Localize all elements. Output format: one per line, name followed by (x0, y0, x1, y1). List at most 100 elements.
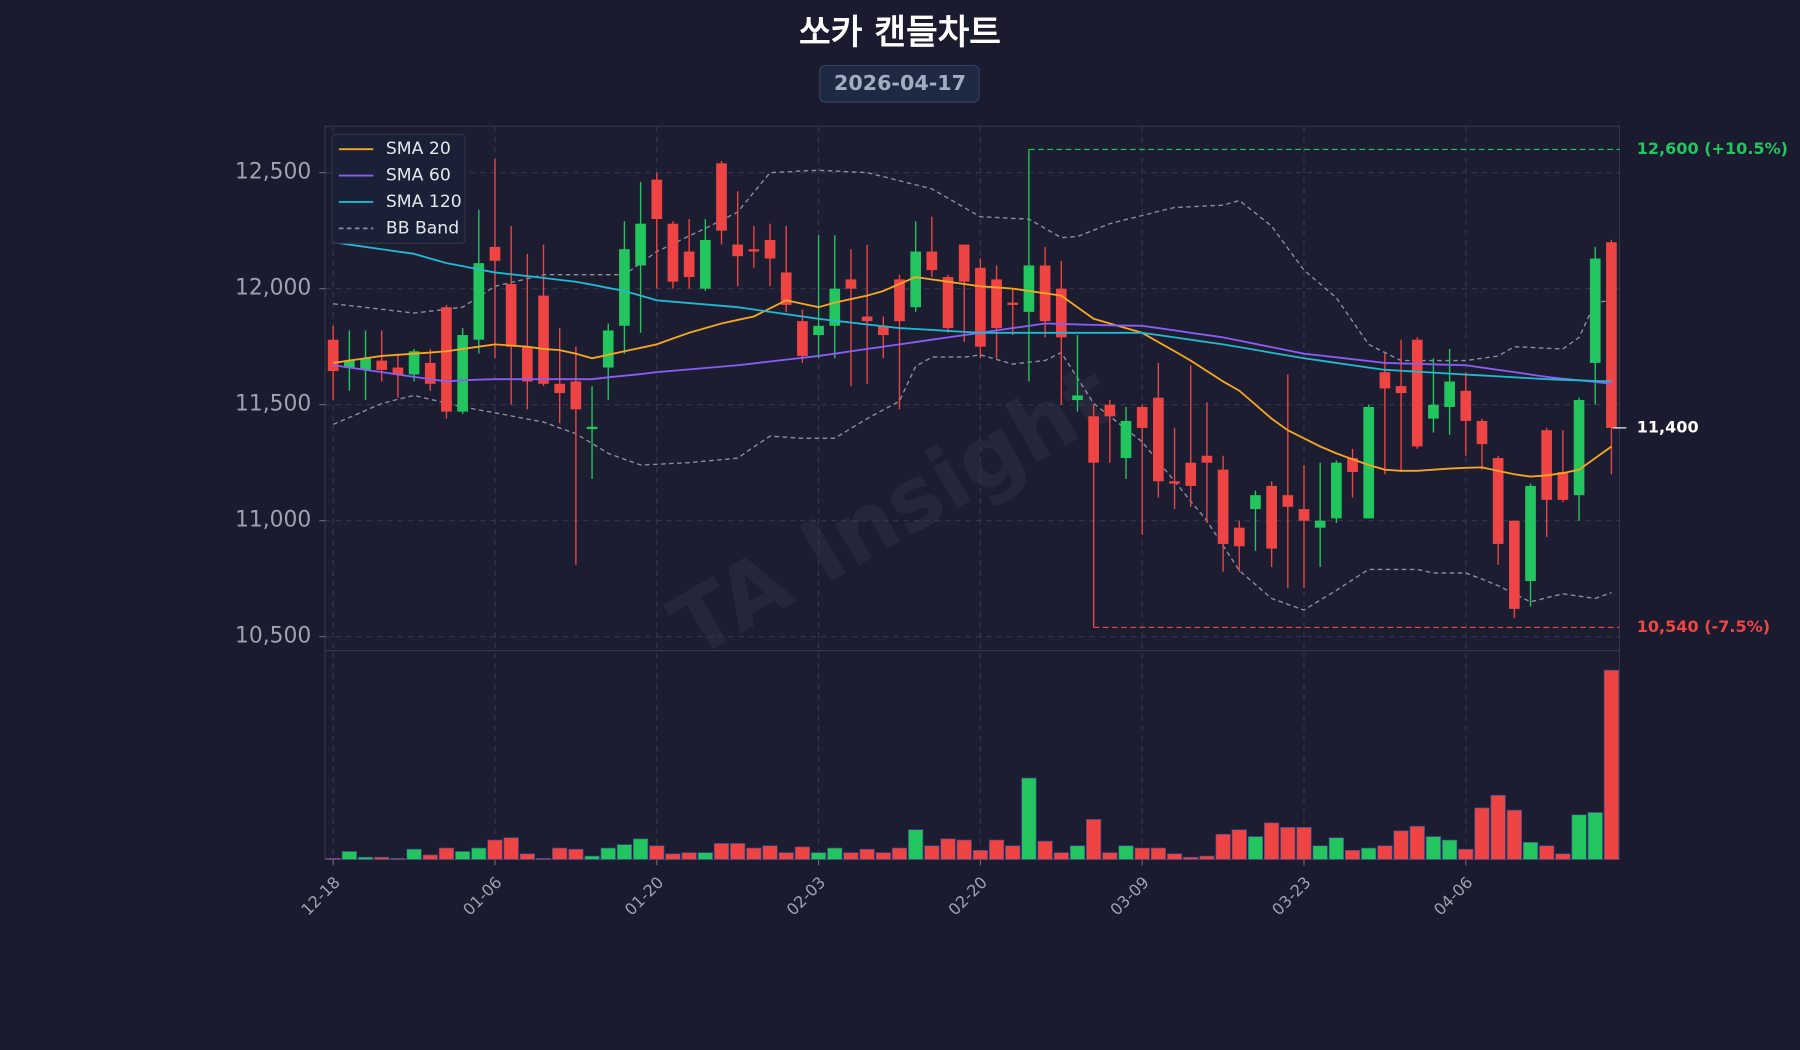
volume-bar (1555, 853, 1571, 860)
volume-bar (665, 853, 681, 860)
volume-bar (1539, 845, 1555, 860)
candle-body (748, 249, 760, 252)
candle-body (1606, 242, 1617, 428)
volume-bar (1280, 827, 1296, 860)
candle-body (1589, 258, 1601, 363)
candle-body (1282, 495, 1294, 507)
volume-bar (1571, 814, 1587, 860)
candle-body (344, 360, 355, 368)
annotation-label: 12,600 (+10.5%) (1637, 139, 1788, 158)
last-price-label: 11,400 (1637, 417, 1699, 436)
volume-bar (406, 848, 422, 860)
y-tick-label: 10,500 (235, 624, 311, 649)
volume-bar (1474, 807, 1490, 860)
volume-bar (697, 852, 713, 860)
candle-body (538, 295, 549, 384)
volume-bar (1231, 829, 1247, 860)
candle-body (1201, 455, 1213, 463)
volume-bar (535, 858, 552, 860)
candle-body (1347, 458, 1358, 472)
candle-body (473, 263, 485, 340)
candle-body (716, 163, 727, 231)
volume-bar (1118, 845, 1134, 860)
volume-bar (471, 847, 487, 860)
volume-bar (1522, 841, 1539, 860)
volume-bar (875, 852, 891, 860)
volume-bar (1199, 855, 1215, 860)
volume-bar (1377, 845, 1393, 860)
volume-bar (1393, 830, 1409, 860)
candle-body (991, 279, 1002, 329)
candle-body (1217, 469, 1229, 544)
volume-bar (827, 847, 843, 860)
candle-body (489, 246, 501, 261)
candle-body (877, 325, 889, 336)
candle-body (1492, 458, 1504, 544)
sma-line (333, 241, 1612, 383)
candle-body (635, 223, 646, 266)
volume-bar (600, 847, 616, 860)
volume-bar (778, 852, 794, 860)
volume-bar (1458, 848, 1474, 860)
legend-label: SMA 60 (386, 166, 451, 186)
volume-bar (1021, 777, 1037, 860)
candle-body (1088, 416, 1099, 463)
candle-body (1541, 430, 1553, 500)
sma-line (333, 322, 1612, 385)
y-tick-label: 12,500 (235, 160, 311, 185)
volume-bar (1425, 836, 1442, 860)
candle-body (457, 335, 468, 412)
candle-body (424, 362, 436, 384)
candle-body (732, 244, 744, 257)
volume-bar (568, 848, 584, 860)
candle-body (327, 339, 339, 372)
volume-bar (891, 847, 908, 860)
volume-bar (1215, 833, 1231, 860)
candle-body (1428, 404, 1439, 419)
volume-bar (1344, 849, 1361, 860)
volume-bar (1069, 845, 1086, 860)
volume-bar (390, 858, 406, 860)
candle-body (521, 346, 533, 382)
volume-bar (924, 845, 940, 860)
volume-bar (519, 853, 535, 860)
volume-bar (487, 839, 503, 860)
candle-body (441, 307, 452, 412)
candle-body (586, 426, 598, 430)
candle-body (926, 251, 938, 271)
legend-label: SMA 120 (386, 192, 462, 212)
candle-body (699, 239, 711, 289)
candle-body (1314, 520, 1326, 528)
volume-bar (632, 838, 649, 860)
volume-bar (1603, 669, 1620, 860)
candle-body (1153, 397, 1164, 482)
volume-bar (1328, 837, 1344, 860)
candle-body (813, 325, 824, 336)
candle-body (975, 267, 986, 347)
volume-bar (956, 839, 972, 860)
candle-body (683, 251, 695, 278)
candle-body (1298, 509, 1310, 521)
volume-bar (794, 846, 811, 860)
candle-body (1363, 407, 1375, 519)
volume-bar (1053, 852, 1069, 860)
y-tick-label: 12,000 (235, 276, 311, 301)
y-tick-label: 11,500 (235, 392, 311, 417)
volume-bar (649, 845, 665, 860)
volume-bar (1247, 836, 1264, 860)
candle-body (1525, 485, 1536, 582)
volume-bar (746, 847, 762, 860)
candle-body (1379, 372, 1391, 389)
candle-body (861, 316, 873, 322)
candle-body (1460, 390, 1472, 421)
volume-bar (1086, 819, 1102, 860)
volume-bar (859, 848, 875, 860)
volume-bar (1183, 856, 1199, 860)
volume-bar (1409, 825, 1425, 860)
volume-bar (988, 839, 1005, 860)
volume-bar (940, 838, 956, 860)
candle-body (392, 367, 404, 375)
volume-bar (1361, 847, 1377, 860)
volume-bar (357, 856, 374, 860)
volume-bar (843, 852, 859, 860)
